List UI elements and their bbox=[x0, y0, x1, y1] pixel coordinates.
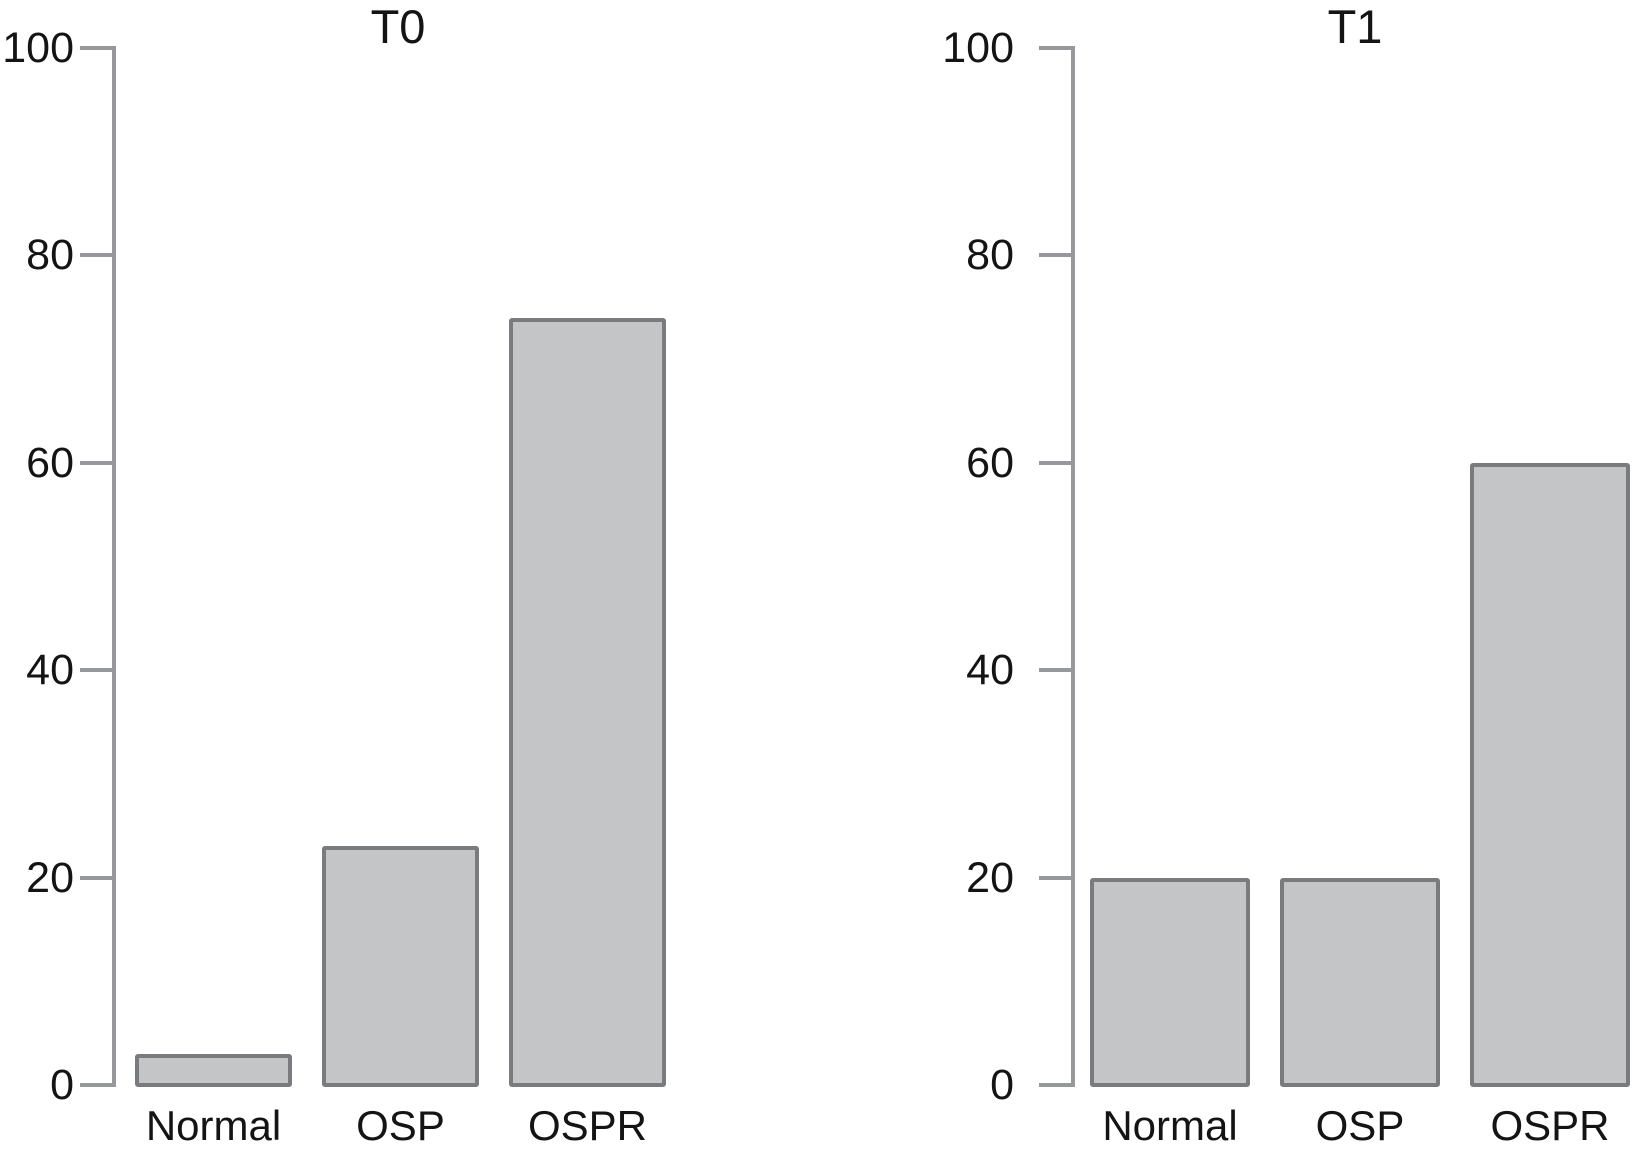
y-tick-label-60: 60 bbox=[26, 438, 74, 487]
x-label-osp: OSP bbox=[1315, 1102, 1405, 1149]
bar-normal bbox=[135, 1054, 292, 1087]
y-tick bbox=[80, 668, 114, 673]
x-label-normal: Normal bbox=[1102, 1102, 1238, 1149]
x-label-normal: Normal bbox=[145, 1102, 282, 1149]
chart-title-t1: T1 bbox=[1327, 0, 1383, 53]
y-tick bbox=[1039, 46, 1073, 50]
y-tick bbox=[80, 1083, 114, 1087]
y-tick-label-20: 20 bbox=[26, 853, 74, 902]
y-tick-label-100: 100 bbox=[2, 24, 74, 72]
y-tick-label-60: 60 bbox=[966, 438, 1014, 487]
y-tick bbox=[1039, 1083, 1073, 1087]
y-tick-label-40: 40 bbox=[26, 646, 74, 695]
y-tick bbox=[80, 875, 114, 880]
y-tick-label-100: 100 bbox=[942, 24, 1014, 72]
bar-ospr bbox=[509, 318, 666, 1087]
chart-title-t0: T0 bbox=[370, 0, 426, 53]
y-tick-label-0: 0 bbox=[990, 1061, 1014, 1109]
y-tick-label-40: 40 bbox=[966, 646, 1014, 695]
y-tick bbox=[1039, 668, 1073, 673]
y-tick bbox=[1039, 460, 1073, 465]
y-tick-label-80: 80 bbox=[26, 231, 74, 280]
x-label-osp: OSP bbox=[356, 1102, 445, 1149]
y-axis-line bbox=[112, 46, 116, 1087]
bar-osp bbox=[1280, 878, 1440, 1087]
x-label-ospr: OSPR bbox=[1490, 1102, 1610, 1149]
y-tick-label-20: 20 bbox=[966, 853, 1014, 902]
y-tick-label-0: 0 bbox=[50, 1061, 74, 1109]
bar-osp bbox=[322, 846, 479, 1087]
y-tick bbox=[80, 46, 114, 50]
y-axis-line bbox=[1071, 46, 1075, 1087]
bar-ospr bbox=[1470, 463, 1630, 1087]
y-tick bbox=[1039, 253, 1073, 258]
x-label-ospr: OSPR bbox=[527, 1102, 648, 1149]
y-tick bbox=[80, 253, 114, 258]
y-tick bbox=[80, 460, 114, 465]
y-tick-label-80: 80 bbox=[966, 231, 1014, 280]
y-tick bbox=[1039, 875, 1073, 880]
bar-normal bbox=[1090, 878, 1250, 1087]
